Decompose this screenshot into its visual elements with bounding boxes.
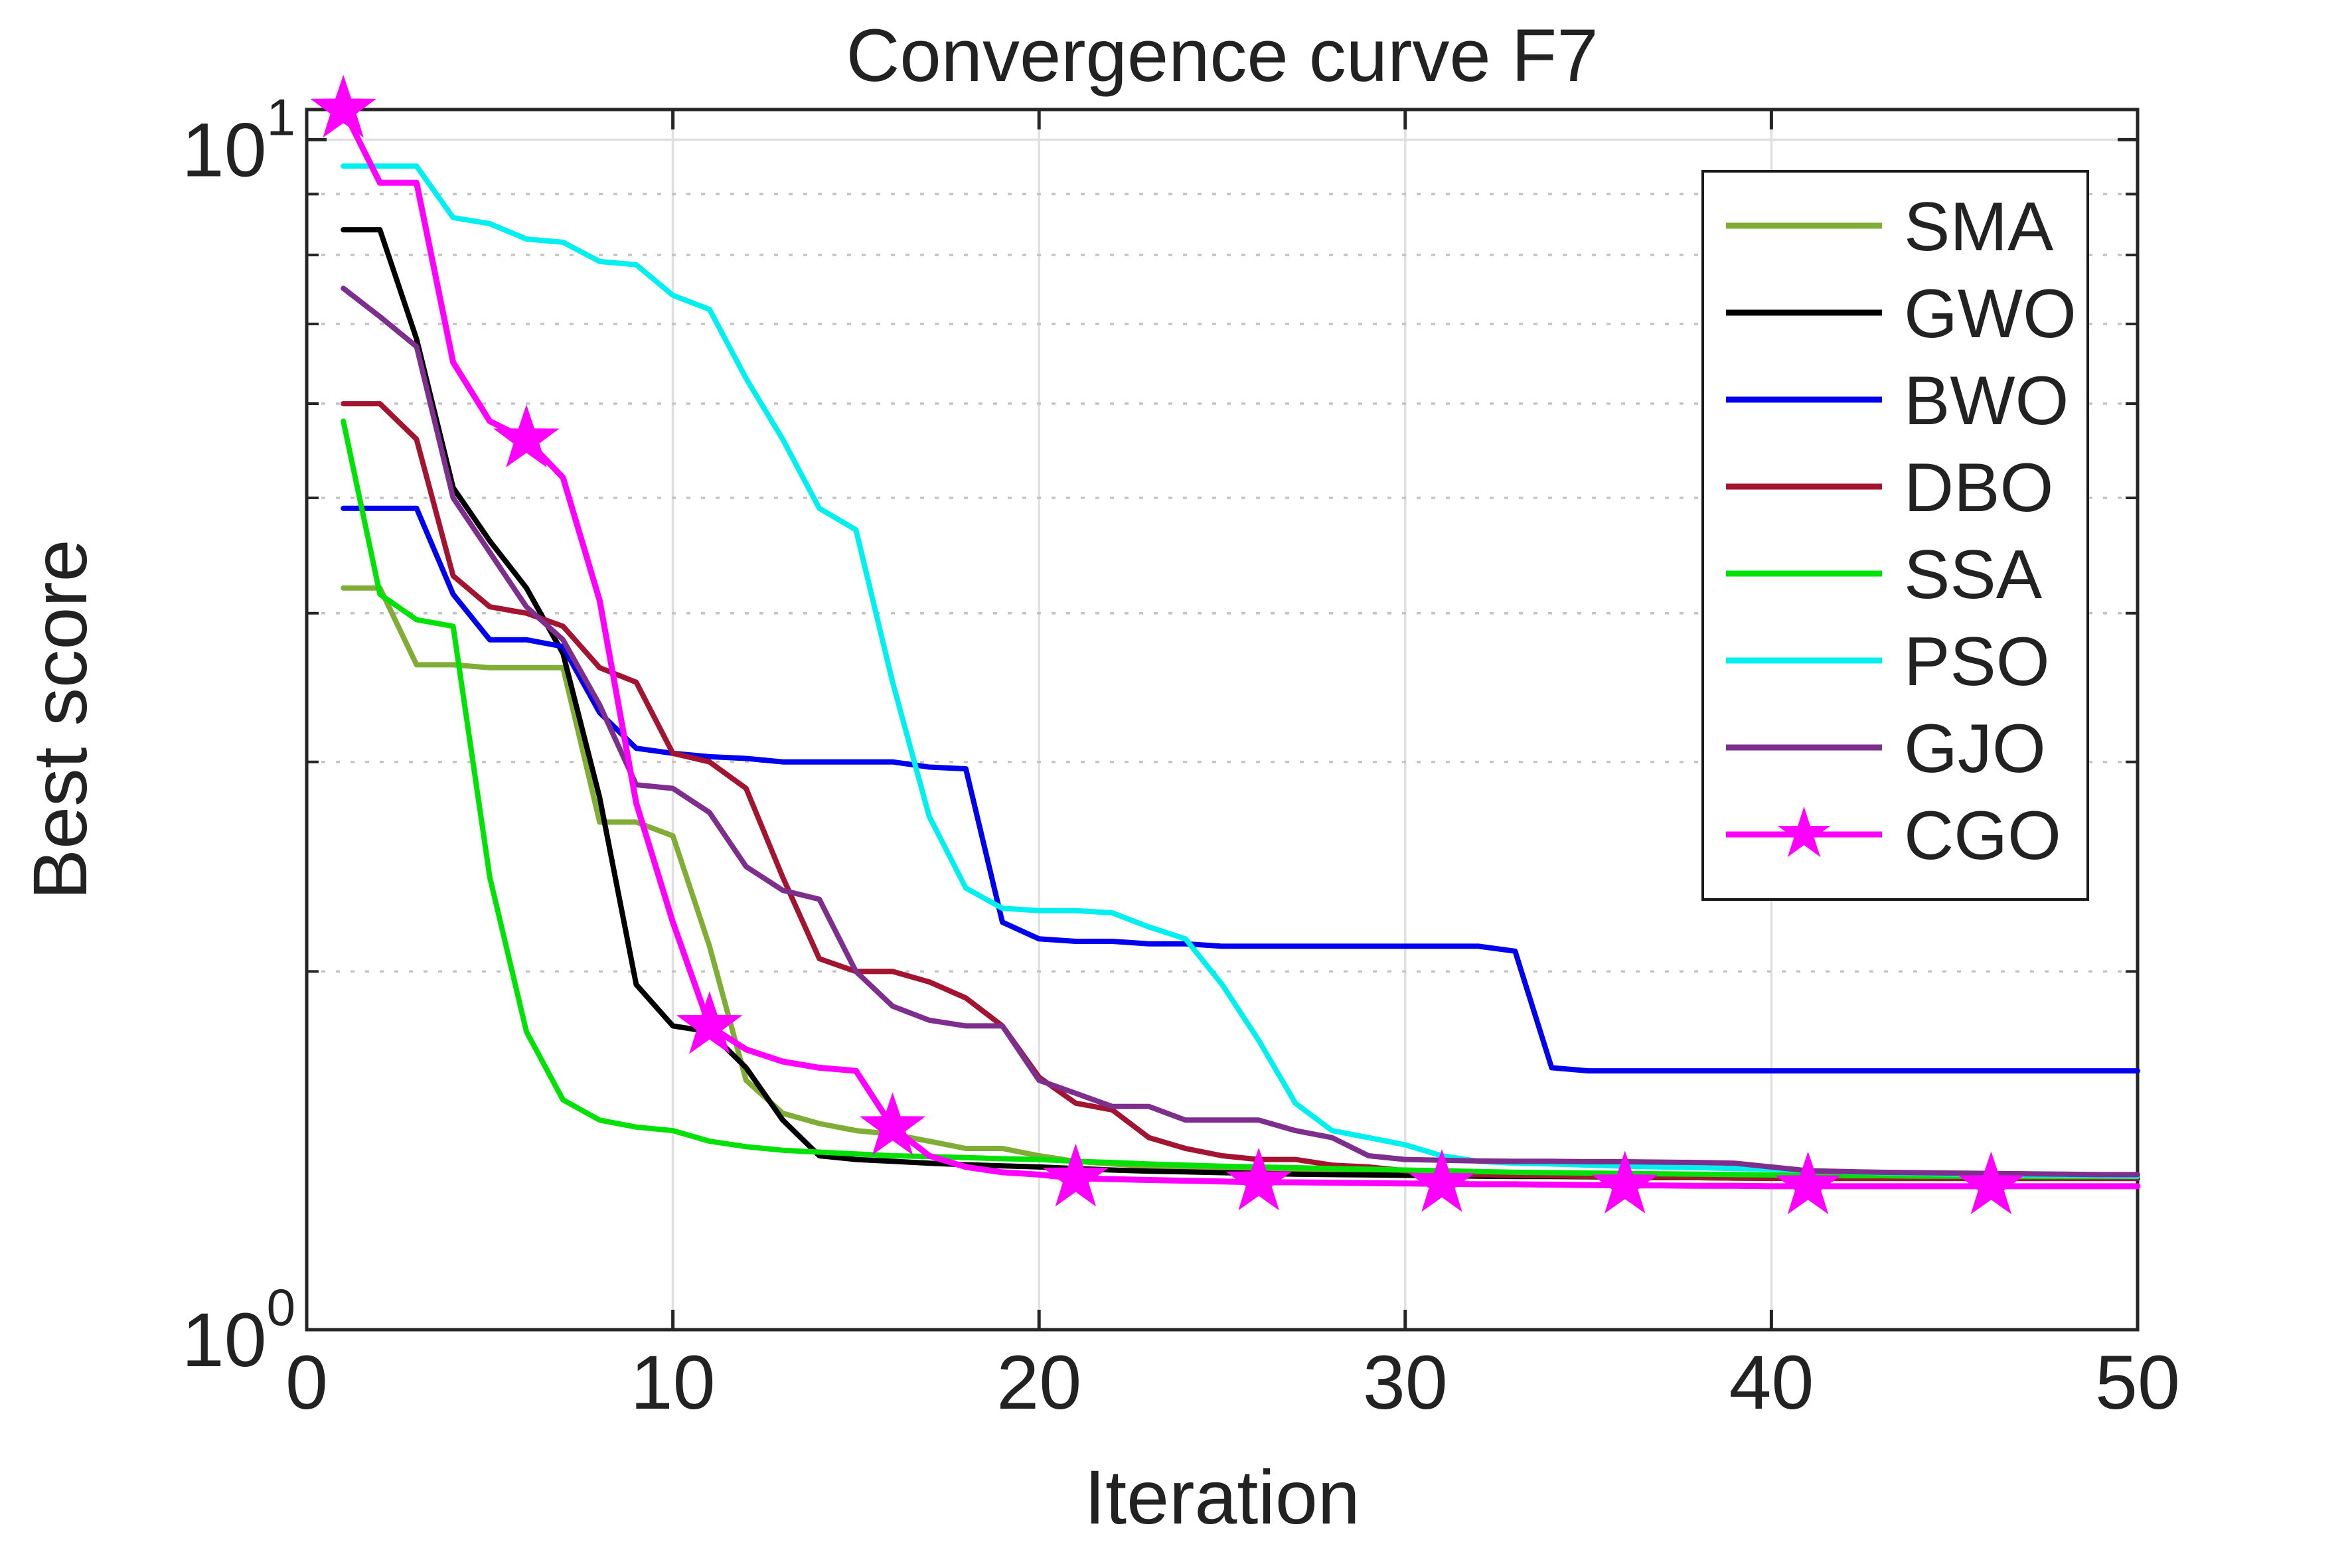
- legend-item-GJO: GJO: [1904, 710, 2046, 787]
- y-axis-label: Best score: [18, 539, 103, 900]
- series-marker-star-CGO: [1592, 1150, 1658, 1214]
- x-tick-label: 30: [1363, 1340, 1448, 1425]
- x-axis-label: Iteration: [1084, 1455, 1360, 1540]
- series-marker-star-CGO: [1225, 1147, 1292, 1211]
- legend-item-BWO: BWO: [1904, 362, 2069, 439]
- series-marker-star-CGO: [493, 404, 560, 468]
- legend-item-SSA: SSA: [1904, 536, 2043, 613]
- legend-item-GWO: GWO: [1904, 275, 2077, 353]
- y-tick-label: 100: [182, 1278, 295, 1383]
- legend-marker-star-CGO: [1777, 807, 1831, 857]
- x-tick-label: 0: [285, 1340, 328, 1425]
- y-tick-label: 101: [182, 88, 295, 193]
- legend-item-SMA: SMA: [1904, 189, 2054, 266]
- series-marker-star-CGO: [1042, 1143, 1109, 1207]
- series-marker-star-CGO: [859, 1092, 926, 1156]
- x-tick-label: 40: [1729, 1340, 1814, 1425]
- legend-item-PSO: PSO: [1904, 623, 2050, 700]
- series-marker-star-CGO: [1958, 1151, 2025, 1215]
- series-line-BWO: [341, 505, 2140, 1074]
- series-marker-star-CGO: [676, 991, 743, 1054]
- series-line-GJO: [341, 285, 2140, 1178]
- x-tick-label: 50: [2095, 1340, 2180, 1425]
- series-marker-star-CGO: [1774, 1151, 1842, 1215]
- legend-box: [1701, 170, 2089, 901]
- x-tick-label: 20: [996, 1340, 1081, 1425]
- series-marker-star-CGO: [1409, 1149, 1475, 1212]
- series-line-DBO: [341, 401, 2140, 1182]
- series-marker-star-CGO: [310, 74, 376, 138]
- axes-box: [305, 108, 2140, 1332]
- legend-item-CGO: CGO: [1904, 797, 2061, 874]
- chart-title: Convergence curve F7: [846, 14, 1598, 97]
- legend-item-DBO: DBO: [1904, 449, 2053, 526]
- x-tick-label: 10: [631, 1340, 716, 1425]
